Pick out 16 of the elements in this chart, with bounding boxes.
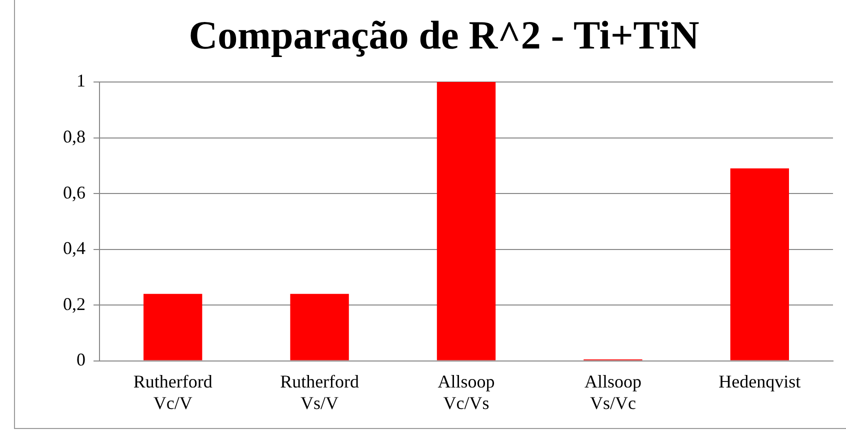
bar — [290, 294, 349, 360]
y-tick-label: 0,4 — [63, 238, 86, 258]
x-tick-label: Hedenqvist — [718, 371, 801, 392]
x-tick-label: Rutherford Vs/V — [280, 371, 360, 413]
bar — [144, 294, 202, 360]
x-tick-label: Rutherford Vc/V — [133, 371, 212, 413]
x-tick-label: Allsoop Vc/Vs — [438, 371, 495, 413]
bar — [730, 168, 789, 360]
y-tick-label: 0,8 — [63, 126, 86, 146]
y-tick-label: 1 — [76, 70, 86, 91]
y-tick-label: 0,6 — [63, 182, 86, 202]
x-tick-label: Allsoop Vs/Vc — [584, 371, 642, 413]
bar — [436, 82, 496, 360]
y-tick-label: 0,2 — [63, 294, 86, 314]
y-tick-label: 0 — [76, 350, 86, 370]
chart-title: Comparação de R^2 - Ti+TiN — [188, 12, 700, 58]
